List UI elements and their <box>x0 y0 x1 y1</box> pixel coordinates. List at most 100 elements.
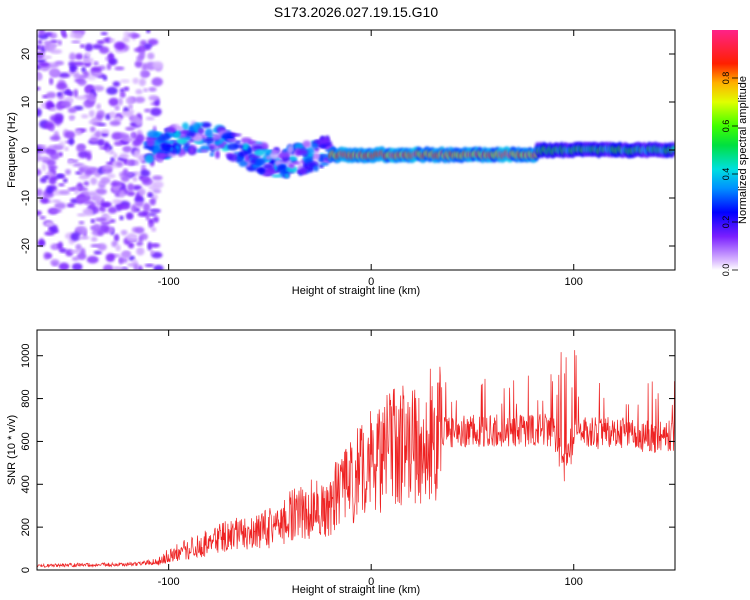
heatmap-cell <box>133 264 139 270</box>
heatmap-cell <box>137 265 143 270</box>
heatmap-cell <box>152 175 163 181</box>
heatmap-cell <box>37 73 43 81</box>
heatmap-cell <box>114 105 120 111</box>
heatmap-cell <box>313 165 319 172</box>
x-tick-label: 0 <box>368 576 374 588</box>
heatmap-cell <box>311 152 320 160</box>
colorbar-tick-label: 0.0 <box>721 264 731 277</box>
heatmap-cell <box>320 162 329 166</box>
heatmap-cell <box>44 253 53 259</box>
heatmap-cell <box>37 39 43 45</box>
heatmap-cell <box>90 201 95 209</box>
spectrogram-xlabel: Height of straight line (km) <box>292 285 420 297</box>
heatmap-cell <box>97 243 107 251</box>
heatmap-cell <box>128 255 135 261</box>
heatmap-cell <box>234 140 242 144</box>
heatmap-cell <box>148 95 159 101</box>
heatmap-cell <box>97 123 107 127</box>
heatmap-cell <box>119 88 125 93</box>
heatmap-cell <box>266 168 276 174</box>
colorbar-label: Normalized spectral amplitude <box>737 76 749 224</box>
heatmap-cell <box>54 202 66 210</box>
heatmap-cell <box>115 161 123 167</box>
heatmap-cell <box>99 207 105 211</box>
heatmap-cell <box>38 62 50 67</box>
heatmap-cell <box>62 178 68 183</box>
heatmap-cell <box>107 173 116 179</box>
heatmap-cell <box>138 188 146 196</box>
heatmap-cell <box>79 44 85 49</box>
heatmap-cell <box>69 249 81 254</box>
heatmap-cell <box>137 211 148 217</box>
x-tick-label: -100 <box>158 576 180 588</box>
heatmap-cell <box>227 142 239 151</box>
heatmap-cell <box>50 39 59 43</box>
heatmap-cell <box>199 149 209 153</box>
heatmap-cell <box>175 144 180 151</box>
heatmap-cell <box>286 168 291 172</box>
heatmap-cell <box>37 45 40 49</box>
heatmap-cell <box>75 129 83 136</box>
heatmap-cell <box>115 244 121 252</box>
heatmap-cell <box>95 188 107 195</box>
heatmap-cell <box>108 52 114 62</box>
heatmap-cell <box>152 180 164 189</box>
heatmap-cell <box>76 196 89 203</box>
heatmap-cell <box>127 172 134 177</box>
heatmap-cell <box>118 256 124 265</box>
x-tick-label: 100 <box>565 276 583 288</box>
heatmap-cell <box>215 150 220 159</box>
heatmap-cell <box>37 86 41 91</box>
figure-title: S173.2026.027.19.15.G10 <box>274 4 438 20</box>
heatmap-cell <box>131 34 141 38</box>
heatmap-cell <box>56 92 62 97</box>
heatmap-cell <box>113 233 120 242</box>
heatmap-cell <box>41 163 47 172</box>
y-tick-label: 800 <box>20 389 32 407</box>
heatmap-cell <box>296 170 303 174</box>
heatmap-cell <box>226 138 238 142</box>
heatmap-cell <box>67 187 77 191</box>
heatmap-cell <box>143 88 149 93</box>
heatmap-cell <box>89 136 99 143</box>
heatmap-cell <box>37 144 47 148</box>
heatmap-cell <box>146 30 151 34</box>
heatmap-cell <box>39 177 48 184</box>
heatmap-cell <box>68 136 75 146</box>
heatmap-cell <box>112 198 122 205</box>
heatmap-cell <box>163 146 171 151</box>
heatmap-cell <box>147 52 155 60</box>
heatmap-cell <box>111 184 120 193</box>
heatmap-cell <box>92 223 101 233</box>
heatmap-cell <box>150 107 162 117</box>
heatmap-cell <box>83 181 90 186</box>
heatmap-cell <box>93 206 100 214</box>
heatmap-cell <box>255 167 267 174</box>
heatmap-cell <box>113 152 118 159</box>
heatmap-cell <box>197 127 205 135</box>
heatmap-cell <box>96 40 105 45</box>
y-tick-label: 1000 <box>20 343 32 367</box>
heatmap-cell <box>145 116 155 121</box>
colorbar-tick-label: 0.8 <box>721 72 731 85</box>
heatmap-cell <box>165 126 176 133</box>
heatmap-cell <box>132 77 139 84</box>
heatmap-cell <box>147 193 154 198</box>
heatmap-cell <box>103 264 114 270</box>
y-tick-label: -20 <box>20 238 32 254</box>
heatmap-cell <box>118 204 131 210</box>
heatmap-cell <box>100 31 108 36</box>
heatmap-cell <box>43 40 52 45</box>
heatmap-cell <box>120 79 130 83</box>
heatmap-cell <box>255 158 266 166</box>
heatmap-cell <box>69 64 78 71</box>
heatmap-cell <box>152 189 162 194</box>
heatmap-cell <box>178 130 190 134</box>
heatmap-cell <box>37 210 42 216</box>
heatmap-cell <box>111 132 123 141</box>
heatmap-cell <box>49 77 54 86</box>
heatmap-cell <box>67 159 74 165</box>
